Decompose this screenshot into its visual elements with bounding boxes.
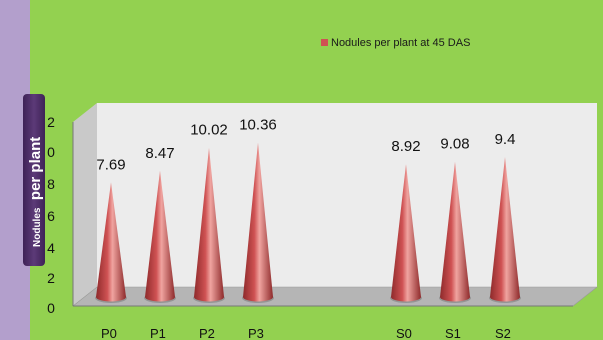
- cones: [95, 142, 521, 303]
- y-tick-label: 0: [47, 300, 55, 316]
- y-ticks: 0 2 4 6 8 0 2: [47, 114, 55, 316]
- y-tick-label: 6: [47, 208, 55, 224]
- plot-side-wall: [73, 103, 97, 306]
- legend-label: Nodules per plant at 45 DAS: [331, 37, 470, 49]
- y-axis-title-small: Nodules: [32, 207, 43, 247]
- legend: Nodules per plant at 45 DAS: [321, 37, 470, 49]
- data-labels: 7.69 8.47 10.02 10.36 8.92 9.08 9.4: [96, 117, 515, 174]
- x-tick-label: P3: [248, 326, 264, 340]
- cone-bar-S2: [489, 156, 521, 303]
- cone-bar-S0: [390, 164, 422, 303]
- data-label: 9.08: [440, 136, 469, 153]
- data-label: 7.69: [96, 156, 125, 173]
- x-tick-labels: P0 P1 P2 P3 S0 S1 S2: [101, 326, 511, 340]
- y-tick-label: 0: [47, 144, 55, 160]
- data-label: 8.92: [391, 138, 420, 155]
- legend-swatch: [321, 39, 328, 46]
- plot-back-wall: [97, 103, 597, 287]
- x-tick-label: S1: [445, 326, 461, 340]
- x-tick-label: P0: [101, 326, 117, 340]
- data-label: 8.47: [145, 145, 174, 162]
- y-axis-title-box: [23, 94, 45, 266]
- cone-bar-P3: [242, 142, 274, 303]
- cone-bar-S1: [439, 161, 471, 303]
- y-axis-title: Nodules per plant: [23, 94, 45, 266]
- data-label: 10.02: [190, 122, 228, 139]
- x-tick-label: P2: [199, 326, 215, 340]
- y-tick-label: 2: [47, 270, 55, 286]
- cone-bar-P0: [95, 182, 127, 303]
- y-tick-label: 2: [47, 114, 55, 130]
- y-tick-label: 4: [47, 240, 55, 256]
- data-label: 10.36: [239, 117, 277, 134]
- cone-bar-P1: [144, 170, 176, 303]
- cone-bar-P2: [193, 147, 225, 303]
- y-axis-title-large: per plant: [27, 137, 44, 200]
- x-tick-label: S0: [396, 326, 412, 340]
- svg-text:Nodules per plant: Nodules per plant: [27, 137, 44, 247]
- x-tick-label: S2: [495, 326, 511, 340]
- data-label: 9.4: [495, 131, 516, 148]
- x-tick-label: P1: [150, 326, 166, 340]
- y-tick-label: 8: [47, 176, 55, 192]
